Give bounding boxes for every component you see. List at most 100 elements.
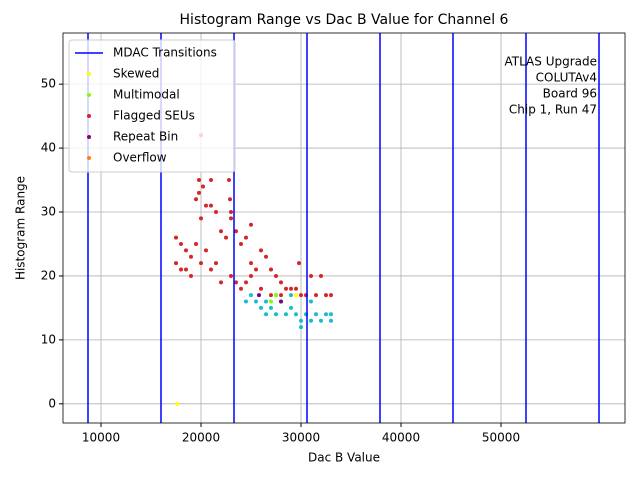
data-point — [309, 273, 313, 278]
data-point — [174, 261, 178, 266]
legend-swatch — [87, 135, 91, 139]
data-point — [284, 312, 288, 317]
data-point — [324, 312, 328, 317]
data-point — [274, 312, 278, 317]
data-point — [279, 293, 283, 298]
annotation: COLUTAv4 — [536, 71, 597, 85]
data-point — [269, 305, 273, 310]
data-point — [269, 299, 273, 304]
data-point — [294, 293, 298, 298]
data-point — [239, 241, 243, 246]
data-point — [269, 293, 273, 298]
data-point — [309, 299, 313, 304]
data-point — [294, 312, 298, 317]
y-tick-label: 40 — [41, 141, 56, 155]
annotation: Board 96 — [543, 87, 597, 101]
data-point — [289, 305, 293, 310]
legend-swatch — [87, 114, 91, 118]
data-point — [204, 203, 208, 208]
legend-label: Repeat Bin — [113, 130, 178, 144]
legend: MDAC Transitions Skewed Multimodal Flagged … — [68, 39, 236, 173]
data-point — [257, 293, 261, 298]
data-point — [175, 401, 179, 406]
data-point — [179, 241, 183, 246]
data-point — [299, 293, 303, 298]
data-point — [274, 293, 278, 298]
data-point — [209, 178, 213, 183]
data-point — [209, 267, 213, 272]
data-point — [249, 222, 253, 227]
legend-swatch — [87, 93, 91, 97]
data-point — [259, 248, 263, 253]
data-point — [224, 235, 228, 240]
data-point — [314, 312, 318, 317]
y-tick-label: 20 — [41, 268, 56, 282]
data-point — [197, 190, 201, 195]
data-point — [254, 267, 258, 272]
data-point — [174, 235, 178, 240]
data-point — [324, 293, 328, 298]
legend-box — [68, 39, 236, 173]
data-point — [219, 280, 223, 285]
x-axis-label: Dac B Value — [308, 451, 380, 465]
legend-label: Multimodal — [113, 88, 180, 102]
data-point — [329, 293, 333, 298]
data-point — [219, 229, 223, 234]
x-tick-label: 20000 — [182, 431, 220, 445]
data-point — [227, 178, 231, 183]
x-tick-label: 30000 — [282, 431, 320, 445]
data-point — [329, 318, 333, 323]
legend-label: Flagged SEUs — [113, 109, 195, 123]
data-point — [319, 318, 323, 323]
data-point — [239, 286, 243, 291]
chart-title: Histogram Range vs Dac B Value for Chann… — [180, 12, 509, 28]
data-point — [229, 210, 233, 215]
data-point — [184, 267, 188, 272]
data-point — [209, 203, 213, 208]
legend-label: Skewed — [113, 67, 159, 81]
data-point — [197, 178, 201, 183]
legend-swatch — [87, 72, 91, 76]
data-point — [189, 273, 193, 278]
data-point — [254, 299, 258, 304]
data-point — [297, 261, 301, 266]
data-point — [194, 197, 198, 202]
y-tick-label: 50 — [41, 77, 56, 91]
x-tick-label: 10000 — [82, 431, 120, 445]
data-point — [214, 261, 218, 266]
data-point — [199, 261, 203, 266]
data-point — [179, 267, 183, 272]
data-point — [294, 286, 298, 291]
data-point — [234, 229, 238, 234]
data-point — [249, 293, 253, 298]
data-point — [279, 299, 283, 304]
annotation: ATLAS Upgrade — [504, 55, 597, 69]
data-point — [244, 280, 248, 285]
y-tick-label: 0 — [48, 396, 56, 410]
y-axis-label: Histogram Range — [14, 176, 28, 280]
x-tick-label: 40000 — [382, 431, 420, 445]
annotation: Chip 1, Run 47 — [509, 103, 597, 117]
data-point — [299, 325, 303, 330]
data-point — [264, 312, 268, 317]
data-point — [249, 261, 253, 266]
y-tick-label: 10 — [41, 332, 56, 346]
data-point — [244, 235, 248, 240]
data-point — [329, 312, 333, 317]
data-point — [189, 254, 193, 259]
legend-label: Overflow — [113, 151, 167, 165]
data-point — [234, 280, 238, 285]
data-point — [259, 305, 263, 310]
data-point — [289, 293, 293, 298]
data-point — [244, 299, 248, 304]
data-point — [284, 286, 288, 291]
data-point — [264, 299, 268, 304]
data-point — [274, 273, 278, 278]
data-point — [201, 184, 205, 189]
data-point — [249, 273, 253, 278]
data-point — [194, 241, 198, 246]
data-point — [199, 216, 203, 221]
y-tick-label: 30 — [41, 205, 56, 219]
data-point — [309, 318, 313, 323]
